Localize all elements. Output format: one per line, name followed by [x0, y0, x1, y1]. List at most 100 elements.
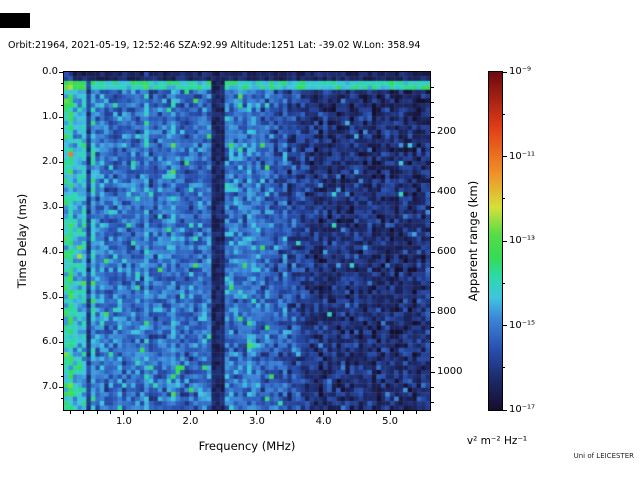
x-minor-tick-mark [402, 411, 404, 414]
y-tick-label: 3.0 [42, 201, 58, 213]
y-tick-label: 2.0 [42, 156, 58, 168]
y-minor-tick-mark [60, 330, 63, 332]
y-minor-tick-mark [60, 319, 63, 321]
y-minor-tick-mark [60, 82, 63, 84]
right-minor-tick-mark [431, 146, 434, 148]
x-minor-tick-mark [96, 411, 98, 414]
black-corner-box [0, 13, 30, 28]
y-minor-tick-mark [60, 285, 63, 287]
right-tick-label: 800 [437, 306, 457, 318]
right-axis-label: Apparent range (km) [466, 180, 480, 302]
y-tick-mark [59, 251, 63, 253]
x-minor-tick-mark [110, 411, 112, 414]
colorbar-tick-label: 10⁻¹⁷ [509, 404, 536, 415]
y-tick-mark [59, 386, 63, 388]
right-tick-mark [431, 371, 435, 373]
right-minor-tick-mark [431, 401, 434, 403]
y-tick-mark [59, 71, 63, 73]
colorbar-tick-label: 10⁻¹¹ [509, 150, 536, 162]
right-tick-mark [431, 251, 435, 253]
x-minor-tick-mark [136, 411, 138, 414]
y-tick-label: 5.0 [42, 291, 58, 303]
right-tick-mark [431, 131, 435, 133]
y-minor-tick-mark [60, 217, 63, 219]
right-minor-tick-mark [431, 266, 434, 268]
colorbar-tick-label: 10⁻⁹ [509, 66, 532, 77]
right-minor-tick-mark [431, 281, 434, 283]
right-minor-tick-mark [431, 356, 434, 358]
y-tick-label: 0.0 [42, 66, 58, 77]
y-minor-tick-mark [60, 229, 63, 231]
right-minor-tick-mark [431, 341, 434, 343]
x-tick-mark [389, 411, 391, 415]
y-minor-tick-mark [60, 94, 63, 96]
y-minor-tick-mark [60, 127, 63, 129]
right-minor-tick-mark [431, 326, 434, 328]
y-tick-mark [59, 206, 63, 208]
x-minor-tick-mark [229, 411, 231, 414]
x-minor-tick-mark [336, 411, 338, 414]
y-minor-tick-mark [60, 150, 63, 152]
y-tick-label: 4.0 [42, 246, 58, 258]
right-minor-tick-mark [431, 221, 434, 223]
colorbar-tick-mark [503, 409, 507, 411]
right-minor-tick-mark [431, 116, 434, 118]
right-tick-label: 200 [437, 126, 457, 138]
x-minor-tick-mark [362, 411, 364, 414]
y-minor-tick-mark [60, 308, 63, 310]
credit-text: Uni of LEICESTER [573, 452, 634, 460]
y-tick-label: 6.0 [42, 336, 58, 348]
y-minor-tick-mark [60, 353, 63, 355]
x-tick-mark [189, 411, 191, 415]
colorbar-tick-mark [503, 156, 507, 157]
y-minor-tick-mark [60, 263, 63, 265]
colorbar-minor-tick-mark [503, 198, 505, 200]
y-minor-tick-mark [60, 274, 63, 276]
y-minor-tick-mark [60, 375, 63, 377]
colorbar-units-label: v² m⁻² Hz⁻¹ [466, 435, 528, 447]
x-tick-mark [123, 411, 125, 415]
right-tick-label: 400 [437, 186, 457, 198]
right-minor-tick-mark [431, 176, 434, 178]
y-tick-label: 7.0 [42, 381, 58, 393]
right-minor-tick-mark [431, 236, 434, 238]
colorbar-tick-label: 10⁻¹⁵ [509, 319, 536, 331]
x-minor-tick-mark [376, 411, 378, 414]
colorbar-minor-tick-mark [503, 367, 505, 369]
x-minor-tick-mark [203, 411, 205, 414]
x-minor-tick-mark [349, 411, 351, 414]
y-minor-tick-mark [60, 398, 63, 400]
x-minor-tick-mark [269, 411, 271, 414]
colorbar-tick-mark [503, 71, 507, 73]
y-tick-mark [59, 296, 63, 298]
right-minor-tick-mark [431, 86, 434, 88]
y-minor-tick-mark [60, 105, 63, 107]
y-axis-label: Time Delay (ms) [15, 193, 29, 289]
y-minor-tick-mark [60, 364, 63, 366]
y-minor-tick-mark [60, 240, 63, 242]
colorbar-tick-mark [503, 325, 507, 326]
x-tick-mark [256, 411, 258, 415]
x-minor-tick-mark [243, 411, 245, 414]
x-tick-label: 5.0 [382, 416, 399, 427]
y-minor-tick-mark [60, 172, 63, 174]
x-tick-mark [323, 411, 325, 415]
x-minor-tick-mark [309, 411, 311, 414]
colorbar [489, 72, 502, 410]
x-minor-tick-mark [416, 411, 418, 414]
right-tick-label: 1000 [437, 366, 463, 378]
y-tick-mark [59, 341, 63, 343]
y-minor-tick-mark [60, 195, 63, 197]
x-tick-label: 1.0 [115, 416, 132, 427]
right-minor-tick-mark [431, 101, 434, 103]
x-minor-tick-mark [176, 411, 178, 414]
right-tick-mark [431, 311, 435, 313]
x-minor-tick-mark [150, 411, 151, 414]
colorbar-minor-tick-mark [503, 113, 505, 115]
colorbar-minor-tick-mark [503, 282, 505, 284]
y-tick-label: 1.0 [42, 111, 58, 123]
x-minor-tick-mark [296, 411, 298, 414]
ionogram-heatmap [64, 72, 430, 410]
right-minor-tick-mark [431, 296, 434, 298]
